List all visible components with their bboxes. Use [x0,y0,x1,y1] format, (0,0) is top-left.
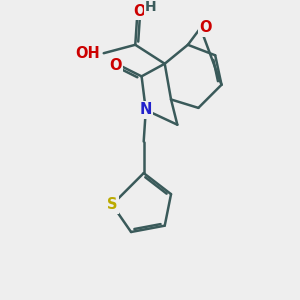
Text: H: H [145,0,157,14]
Text: S: S [107,197,117,212]
Text: N: N [140,103,152,118]
Text: OH: OH [76,46,100,61]
Text: O: O [199,20,212,35]
Text: O: O [133,4,146,19]
Text: O: O [109,58,122,73]
